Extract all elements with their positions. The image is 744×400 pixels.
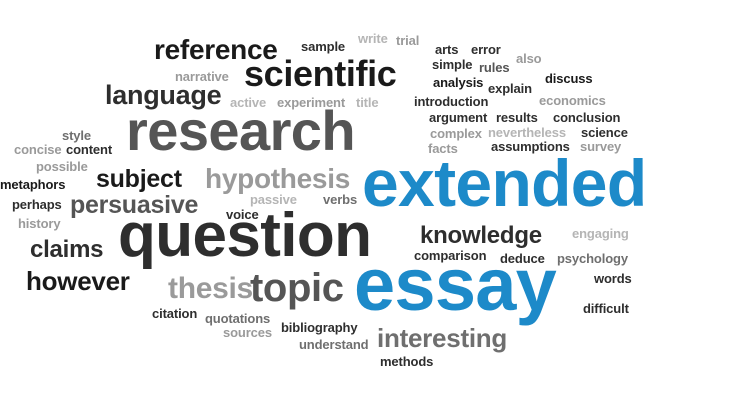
- word-science: science: [581, 125, 628, 140]
- word-topic: topic: [250, 266, 344, 310]
- word-research: research: [126, 99, 356, 162]
- word-persuasive: persuasive: [70, 191, 199, 219]
- word-difficult: difficult: [583, 301, 629, 316]
- word-also: also: [516, 51, 542, 66]
- word-methods: methods: [380, 354, 434, 369]
- word-simple: simple: [432, 57, 473, 72]
- word-voice: voice: [226, 207, 259, 222]
- word-argument: argument: [429, 110, 488, 125]
- word-however: however: [26, 266, 130, 296]
- word-thesis: thesis: [168, 272, 253, 305]
- word-hypothesis: hypothesis: [205, 163, 351, 194]
- word-complex: complex: [430, 126, 482, 141]
- word-error: error: [471, 42, 501, 57]
- word-citation: citation: [152, 306, 198, 321]
- word-comparison: comparison: [414, 248, 487, 263]
- word-engaging: engaging: [572, 226, 629, 241]
- word-style: style: [62, 128, 91, 143]
- word-verbs: verbs: [323, 192, 358, 207]
- word-quotations: quotations: [205, 311, 271, 326]
- word-history: history: [18, 216, 61, 231]
- word-experiment: experiment: [277, 95, 346, 110]
- word-active: active: [230, 95, 267, 110]
- word-analysis: analysis: [433, 75, 484, 90]
- word-interesting: interesting: [377, 323, 508, 353]
- word-arts: arts: [435, 42, 459, 57]
- word-economics: economics: [539, 93, 606, 108]
- word-perhaps: perhaps: [12, 197, 62, 212]
- word-narrative: narrative: [175, 69, 229, 84]
- word-sample: sample: [301, 39, 346, 54]
- word-introduction: introduction: [414, 94, 489, 109]
- word-explain: explain: [488, 81, 532, 96]
- word-passive: passive: [250, 192, 297, 207]
- word-conclusion: conclusion: [553, 110, 621, 125]
- word-survey: survey: [580, 139, 622, 154]
- word-bibliography: bibliography: [281, 320, 358, 335]
- word-title: title: [356, 95, 379, 110]
- word-write: write: [358, 31, 388, 46]
- word-scientific: scientific: [244, 53, 397, 94]
- word-language: language: [105, 80, 222, 110]
- word-question: question: [118, 201, 372, 270]
- word-words: words: [594, 271, 632, 286]
- word-reference: reference: [154, 34, 278, 65]
- word-facts: facts: [428, 141, 458, 156]
- word-extended: extended: [362, 146, 647, 220]
- word-metaphors: metaphors: [0, 177, 66, 192]
- word-deduce: deduce: [500, 251, 545, 266]
- word-discuss: discuss: [545, 71, 593, 86]
- word-trial: trial: [396, 33, 420, 48]
- word-psychology: psychology: [557, 251, 628, 266]
- word-claims: claims: [30, 236, 104, 263]
- word-concise: concise: [14, 142, 62, 157]
- word-understand: understand: [299, 337, 369, 352]
- word-rules: rules: [479, 60, 510, 75]
- word-essay: essay: [354, 243, 557, 326]
- word-assumptions: assumptions: [491, 139, 570, 154]
- word-nevertheless: nevertheless: [488, 125, 566, 140]
- word-results: results: [496, 110, 538, 125]
- word-sources: sources: [223, 325, 272, 340]
- word-possible: possible: [36, 159, 88, 174]
- word-subject: subject: [96, 165, 182, 193]
- word-knowledge: knowledge: [420, 222, 542, 249]
- word-content: content: [66, 142, 113, 157]
